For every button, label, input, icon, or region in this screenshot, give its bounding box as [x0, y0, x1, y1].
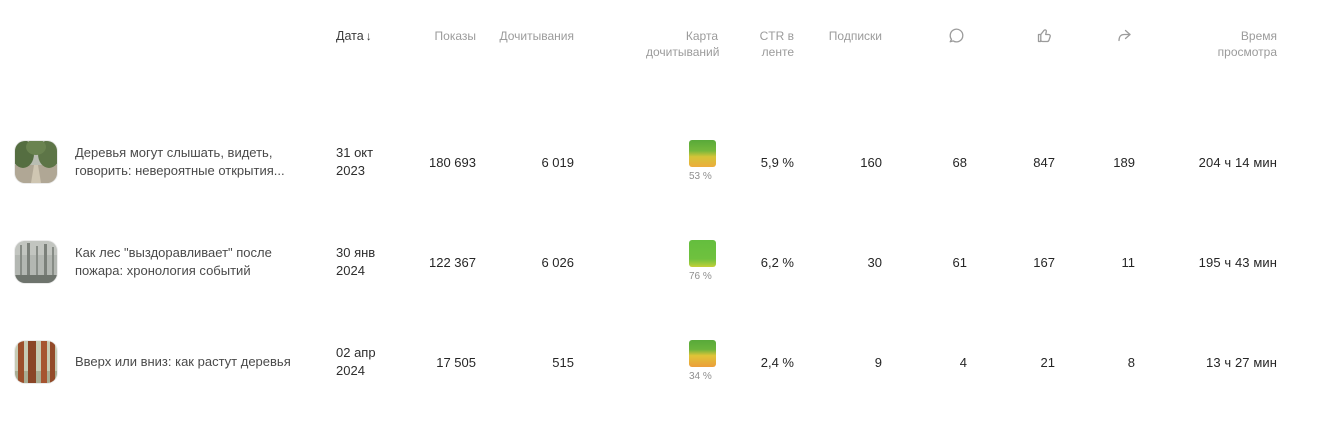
- column-header-comments[interactable]: [882, 28, 967, 44]
- read-map-gradient[interactable]: [689, 240, 716, 268]
- publish-date: 31 окт 2023: [336, 145, 374, 179]
- date-column-label: Дата: [336, 29, 364, 43]
- article-cell: Вверх или вниз: как растут деревья: [14, 341, 336, 384]
- view-time-value: 204 ч 14 мин: [1198, 154, 1277, 170]
- table-body: Деревья могут слышать, видеть, говорить:…: [14, 112, 1340, 412]
- shares-count: 189: [1113, 154, 1135, 170]
- column-header-subscriptions[interactable]: Подписки: [828, 29, 882, 43]
- read-map[interactable]: 76 %: [689, 240, 716, 282]
- ctr-value: 5,9 %: [760, 154, 794, 170]
- article-thumbnail[interactable]: [15, 141, 57, 184]
- impressions-value: 122 367: [429, 254, 476, 270]
- ctr-value: 6,2 %: [760, 254, 794, 270]
- column-header-likes[interactable]: [967, 28, 1055, 44]
- comment-icon: [948, 28, 965, 43]
- likes-count: 167: [1033, 254, 1055, 270]
- article-thumbnail[interactable]: [15, 241, 57, 284]
- share-icon: [1116, 29, 1133, 43]
- shares-count: 11: [1121, 254, 1136, 270]
- reads-value: 515: [552, 354, 574, 370]
- table-row: Как лес "выздоравливает" после пожара: х…: [14, 212, 1340, 312]
- impressions-value: 17 505: [436, 354, 476, 370]
- likes-count: 21: [1040, 354, 1055, 370]
- read-map-percent: 76 %: [689, 271, 712, 283]
- likes-count: 847: [1033, 154, 1055, 170]
- subscriptions-value: 30: [867, 254, 882, 270]
- read-map-cell: 34 %: [574, 340, 718, 384]
- comments-count: 68: [952, 154, 967, 170]
- publish-date: 02 апр 2024: [336, 345, 376, 379]
- read-map-percent: 34 %: [689, 371, 712, 383]
- article-cell: Как лес "выздоравливает" после пожара: х…: [14, 241, 336, 284]
- article-title[interactable]: Деревья могут слышать, видеть, говорить:…: [75, 145, 285, 179]
- publications-stats-table: Дата ↓ Показы Дочитывания Карта дочитыван…: [14, 28, 1340, 412]
- sort-desc-arrow-icon: ↓: [365, 29, 372, 43]
- article-title[interactable]: Как лес "выздоравливает" после пожара: х…: [75, 245, 272, 279]
- column-header-shares[interactable]: [1055, 28, 1135, 44]
- comments-count: 4: [959, 354, 967, 370]
- read-map[interactable]: 34 %: [689, 340, 716, 382]
- read-map-cell: 53 %: [574, 140, 718, 184]
- read-map-gradient[interactable]: [689, 340, 716, 368]
- read-map-percent: 53 %: [689, 171, 712, 183]
- table-row: Вверх или вниз: как растут деревья 02 ап…: [14, 312, 1340, 412]
- reads-value: 6 019: [541, 154, 574, 170]
- view-time-value: 195 ч 43 мин: [1198, 254, 1277, 270]
- table-row: Деревья могут слышать, видеть, говорить:…: [14, 112, 1340, 212]
- article-thumbnail[interactable]: [15, 341, 57, 384]
- article-cell: Деревья могут слышать, видеть, говорить:…: [14, 141, 336, 184]
- column-header-reads[interactable]: Дочитывания: [499, 29, 575, 43]
- reads-value: 6 026: [541, 254, 574, 270]
- impressions-value: 180 693: [429, 154, 476, 170]
- column-header-date[interactable]: Дата ↓: [336, 28, 416, 45]
- read-map-cell: 76 %: [574, 240, 718, 284]
- view-time-value: 13 ч 27 мин: [1205, 354, 1277, 370]
- table-header: Дата ↓ Показы Дочитывания Карта дочитыван…: [14, 28, 1340, 60]
- publish-date: 30 янв 2024: [336, 245, 376, 279]
- column-header-ctr[interactable]: CTR в ленте: [759, 29, 794, 60]
- ctr-value: 2,4 %: [760, 354, 794, 370]
- subscriptions-value: 9: [874, 354, 882, 370]
- read-map-gradient[interactable]: [689, 140, 716, 168]
- subscriptions-value: 160: [860, 154, 882, 170]
- column-header-read-map[interactable]: Карта дочитываний: [646, 29, 720, 60]
- column-header-impressions[interactable]: Показы: [434, 29, 476, 43]
- column-header-view-time[interactable]: Время просмотра: [1217, 29, 1277, 60]
- like-icon: [1036, 29, 1053, 43]
- comments-count: 61: [952, 254, 967, 270]
- shares-count: 8: [1127, 354, 1135, 370]
- read-map[interactable]: 53 %: [689, 140, 716, 182]
- article-title[interactable]: Вверх или вниз: как растут деревья: [75, 354, 291, 370]
